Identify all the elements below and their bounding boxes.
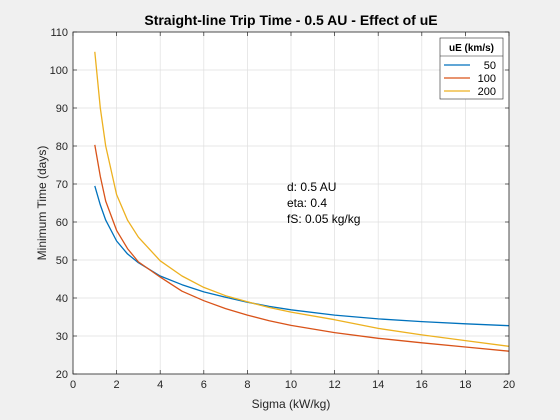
y-tick-label: 60: [56, 217, 68, 229]
series-line-50: [94, 185, 510, 327]
y-tick-label: 30: [56, 331, 68, 343]
legend-label-100: 100: [478, 73, 496, 85]
x-tick-label: 18: [459, 379, 471, 391]
y-tick-label: 50: [56, 255, 68, 267]
chart-title: Straight-line Trip Time - 0.5 AU - Effec…: [144, 12, 437, 28]
x-tick-label: 16: [416, 379, 428, 391]
x-tick-label: 14: [372, 379, 384, 391]
x-tick-label: 20: [503, 379, 515, 391]
annotation-line: d: 0.5 AU: [287, 180, 336, 194]
x-tick-label: 8: [244, 379, 250, 391]
x-tick-label: 12: [328, 379, 340, 391]
annotation: d: 0.5 AU eta: 0.4 fS: 0.05 kg/kg: [287, 180, 360, 226]
x-tick-label: 10: [285, 379, 297, 391]
series-layer: [94, 51, 510, 352]
annotation-line: eta: 0.4: [287, 196, 327, 210]
series-line-200: [94, 51, 510, 347]
x-tick-labels: 0 2 4 6 8 10 12 14 16 18 20: [70, 379, 515, 391]
x-tick-label: 6: [201, 379, 207, 391]
y-tick-label: 100: [50, 65, 68, 77]
axes-frame: [72, 31, 510, 375]
y-tick-label: 80: [56, 141, 68, 153]
x-tick-label: 0: [70, 379, 76, 391]
y-axis-label: Minimum Time (days): [35, 146, 49, 261]
y-tick-labels: 20 30 40 50 60 70 80 90 100 110: [50, 27, 68, 381]
y-tick-label: 20: [56, 369, 68, 381]
legend-label-200: 200: [478, 86, 496, 98]
series-line-100: [94, 144, 510, 352]
x-axis-label: Sigma (kW/kg): [252, 397, 331, 411]
y-tick-label: 40: [56, 293, 68, 305]
annotation-line: fS: 0.05 kg/kg: [287, 212, 360, 226]
legend-title: uE (km/s): [449, 43, 494, 54]
y-tick-label: 110: [50, 27, 68, 39]
y-tick-label: 90: [56, 103, 68, 115]
x-tick-label: 4: [157, 379, 163, 391]
legend-label-50: 50: [484, 60, 496, 72]
x-tick-label: 2: [114, 379, 120, 391]
legend-box: [439, 37, 504, 100]
y-tick-label: 70: [56, 179, 68, 191]
